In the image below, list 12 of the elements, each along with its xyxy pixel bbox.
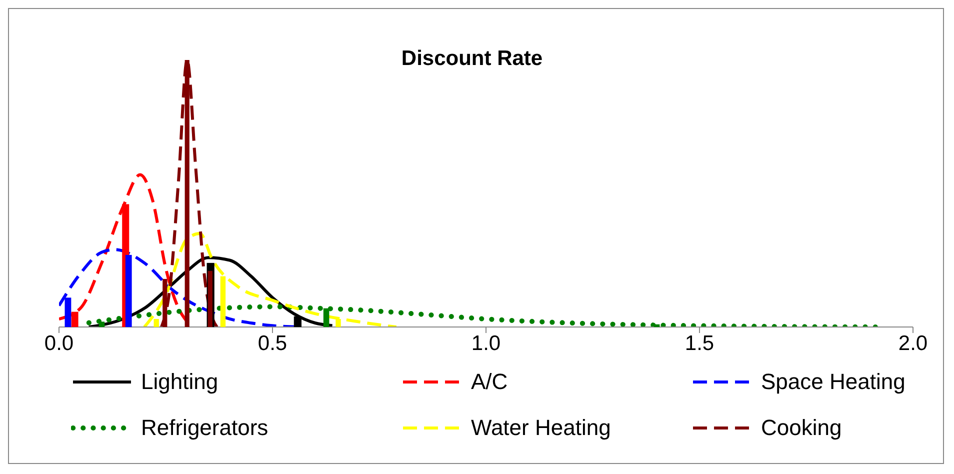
x-tick-label: 0.0 [44, 332, 74, 355]
chart-title: Discount Rate [400, 47, 544, 71]
legend-label: Water Heating [471, 415, 611, 441]
x-tick-label: 2.0 [898, 332, 928, 355]
legend-label: Lighting [141, 369, 218, 395]
legend-label: Space Heating [761, 369, 906, 395]
legend-label: A/C [471, 369, 508, 395]
x-tick-label: 0.5 [258, 332, 288, 355]
legend-label: Cooking [761, 415, 842, 441]
x-tick-label: 1.5 [684, 332, 714, 355]
legend-label: Refrigerators [141, 415, 268, 441]
x-tick-label: 1.0 [471, 332, 501, 355]
